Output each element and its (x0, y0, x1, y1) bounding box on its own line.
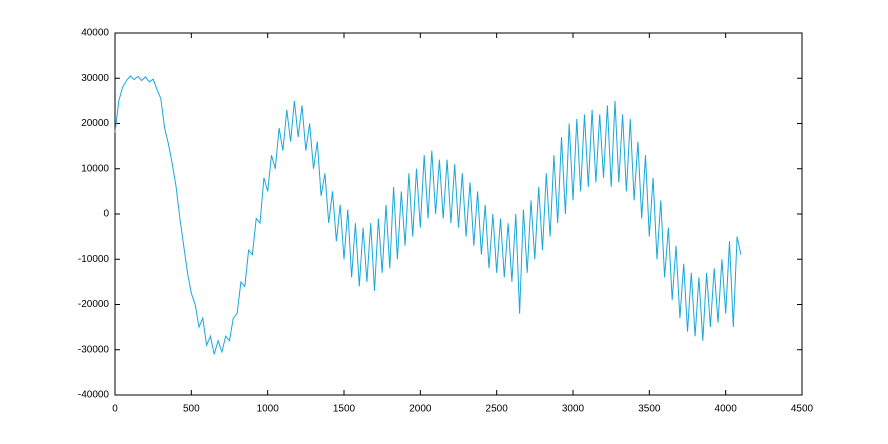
data-line (114, 75, 742, 355)
x-tick-label: 3000 (562, 404, 585, 415)
x-tick-label: 4500 (791, 404, 814, 415)
y-tick-label: 20000 (81, 118, 109, 129)
y-tick-label: 30000 (81, 73, 109, 84)
x-tick-label: 1500 (333, 404, 356, 415)
y-tick-label: 40000 (81, 28, 109, 39)
x-tick-label: 3500 (638, 404, 661, 415)
y-tick-label: -20000 (78, 299, 110, 310)
x-tick-label: 1000 (257, 404, 280, 415)
x-tick-label: 2500 (486, 404, 509, 415)
y-tick-label: -30000 (78, 344, 110, 355)
y-tick-label: 10000 (81, 163, 109, 174)
y-tick-label: -40000 (78, 390, 110, 401)
y-tick-label: -10000 (78, 254, 110, 265)
x-tick-label: 2000 (409, 404, 432, 415)
x-tick-label: 500 (183, 404, 200, 415)
x-tick-label: 4000 (715, 404, 738, 415)
x-tick-label: 0 (112, 404, 118, 415)
y-tick-label: 0 (103, 209, 109, 220)
